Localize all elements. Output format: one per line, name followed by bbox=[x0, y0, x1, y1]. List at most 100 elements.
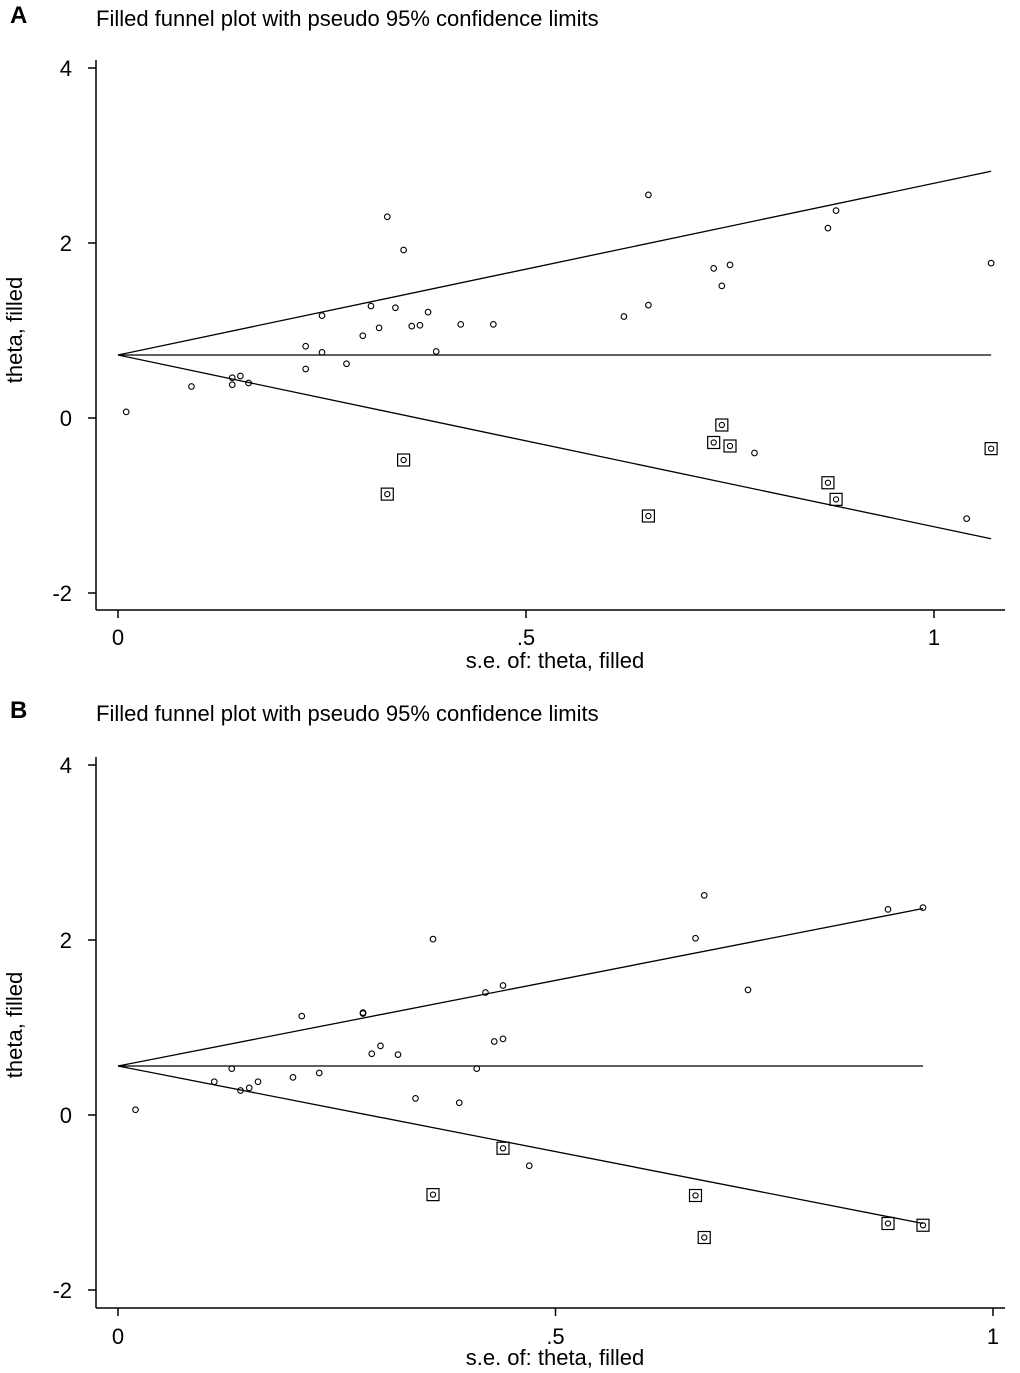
study-point bbox=[298, 1012, 306, 1020]
panel-letter-a: A bbox=[10, 2, 28, 29]
imputed-study-point bbox=[645, 512, 652, 520]
study-point bbox=[210, 1078, 218, 1086]
panel-letter-b: B bbox=[10, 697, 28, 724]
x-tick-label: 0 bbox=[112, 625, 124, 650]
study-point bbox=[188, 383, 195, 390]
imputed-study-point bbox=[884, 1220, 892, 1227]
study-point bbox=[228, 1065, 236, 1072]
x-tick-label: 1 bbox=[987, 1324, 999, 1349]
imputed-study-box bbox=[821, 476, 835, 490]
study-point bbox=[412, 1095, 419, 1102]
imputed-study-box bbox=[829, 492, 843, 506]
imputed-study-point bbox=[400, 456, 407, 464]
study-point bbox=[726, 261, 734, 269]
x-axis-title: s.e. of: theta, filled bbox=[466, 1345, 645, 1370]
imputed-study-point bbox=[718, 421, 725, 429]
study-point bbox=[343, 360, 350, 368]
x-tick-label: .5 bbox=[546, 1324, 564, 1349]
imputed-study-box bbox=[697, 1230, 711, 1245]
study-point bbox=[318, 349, 326, 356]
study-point bbox=[620, 313, 628, 320]
y-tick-label: 0 bbox=[60, 1103, 72, 1128]
imputed-study-box bbox=[380, 487, 394, 501]
study-point bbox=[254, 1078, 262, 1086]
imputed-study-point bbox=[832, 496, 840, 503]
imputed-study-box bbox=[496, 1141, 510, 1155]
imputed-study-box bbox=[641, 509, 656, 523]
imputed-study-box bbox=[688, 1188, 703, 1203]
study-point bbox=[490, 321, 497, 328]
upper-confidence-limit bbox=[117, 907, 924, 1067]
study-point bbox=[963, 515, 970, 522]
study-point bbox=[751, 449, 758, 457]
y-tick-label: -2 bbox=[52, 1278, 72, 1303]
imputed-study-point bbox=[692, 1192, 699, 1199]
study-point bbox=[315, 1069, 323, 1077]
study-point bbox=[692, 934, 699, 942]
imputed-study-point bbox=[726, 442, 734, 450]
x-axis-title: s.e. of: theta, filled bbox=[466, 648, 645, 673]
panel-a: -2 0 2 4 0 .5 1 s.e. of: theta, filled theta, fi… bbox=[2, 2, 1005, 673]
study-point bbox=[359, 332, 367, 340]
study-point bbox=[367, 302, 375, 310]
study-point bbox=[359, 1010, 367, 1017]
imputed-study-point bbox=[987, 445, 995, 452]
study-point bbox=[392, 304, 399, 312]
study-point bbox=[645, 301, 652, 309]
y-tick-label: 4 bbox=[60, 753, 72, 778]
study-point bbox=[377, 1042, 384, 1050]
study-point bbox=[473, 1065, 481, 1072]
study-point bbox=[987, 259, 995, 267]
study-point bbox=[245, 1084, 253, 1092]
y-tick-label: 4 bbox=[60, 56, 72, 81]
study-point bbox=[525, 1162, 533, 1170]
study-point bbox=[499, 1035, 507, 1043]
study-point bbox=[400, 246, 407, 254]
study-point bbox=[375, 324, 383, 332]
panel-b: -2 0 2 4 0 .5 1 s.e. of: theta, filled theta, fi… bbox=[0, 695, 1020, 1373]
imputed-study-point bbox=[384, 490, 391, 498]
study-point bbox=[368, 1050, 376, 1058]
study-point bbox=[132, 1106, 139, 1114]
study-point bbox=[228, 374, 236, 382]
y-tick-label: -2 bbox=[52, 581, 72, 606]
study-point bbox=[289, 1074, 297, 1081]
study-point bbox=[455, 1099, 463, 1107]
x-tick-label: 0 bbox=[112, 1324, 124, 1349]
study-point bbox=[237, 1087, 244, 1094]
funnel-plot-a: -2 0 2 4 0 .5 1 s.e. of: theta, filled theta, fi… bbox=[2, 56, 1005, 673]
imputed-study-box bbox=[881, 1216, 895, 1231]
study-point bbox=[884, 906, 892, 913]
lower-confidence-limit bbox=[117, 1065, 924, 1225]
study-point bbox=[302, 342, 310, 350]
study-point bbox=[482, 989, 489, 996]
study-point bbox=[245, 379, 252, 387]
imputed-study-box bbox=[916, 1218, 930, 1232]
y-tick-label: 0 bbox=[60, 406, 72, 431]
imputed-study-box bbox=[723, 439, 737, 453]
y-tick-label: 2 bbox=[60, 928, 72, 953]
study-point bbox=[832, 207, 840, 214]
study-point bbox=[710, 265, 718, 272]
study-point bbox=[228, 381, 236, 389]
y-axis-title: theta, filled bbox=[2, 277, 27, 383]
imputed-study-box bbox=[426, 1188, 440, 1202]
imputed-study-point bbox=[824, 479, 832, 486]
study-point bbox=[457, 321, 465, 328]
study-point bbox=[432, 348, 440, 355]
study-point bbox=[302, 365, 310, 373]
x-tick-label: .5 bbox=[517, 625, 535, 650]
imputed-study-point bbox=[710, 439, 717, 446]
study-point bbox=[383, 213, 391, 221]
study-point bbox=[394, 1051, 402, 1058]
imputed-study-point bbox=[429, 1191, 437, 1198]
study-point bbox=[424, 308, 432, 316]
study-point bbox=[416, 321, 424, 329]
study-point bbox=[744, 986, 752, 994]
study-point bbox=[499, 982, 507, 989]
study-point bbox=[122, 408, 130, 416]
study-point bbox=[919, 904, 927, 911]
study-point bbox=[408, 322, 416, 330]
study-point bbox=[318, 312, 326, 319]
imputed-study-box bbox=[984, 442, 998, 456]
